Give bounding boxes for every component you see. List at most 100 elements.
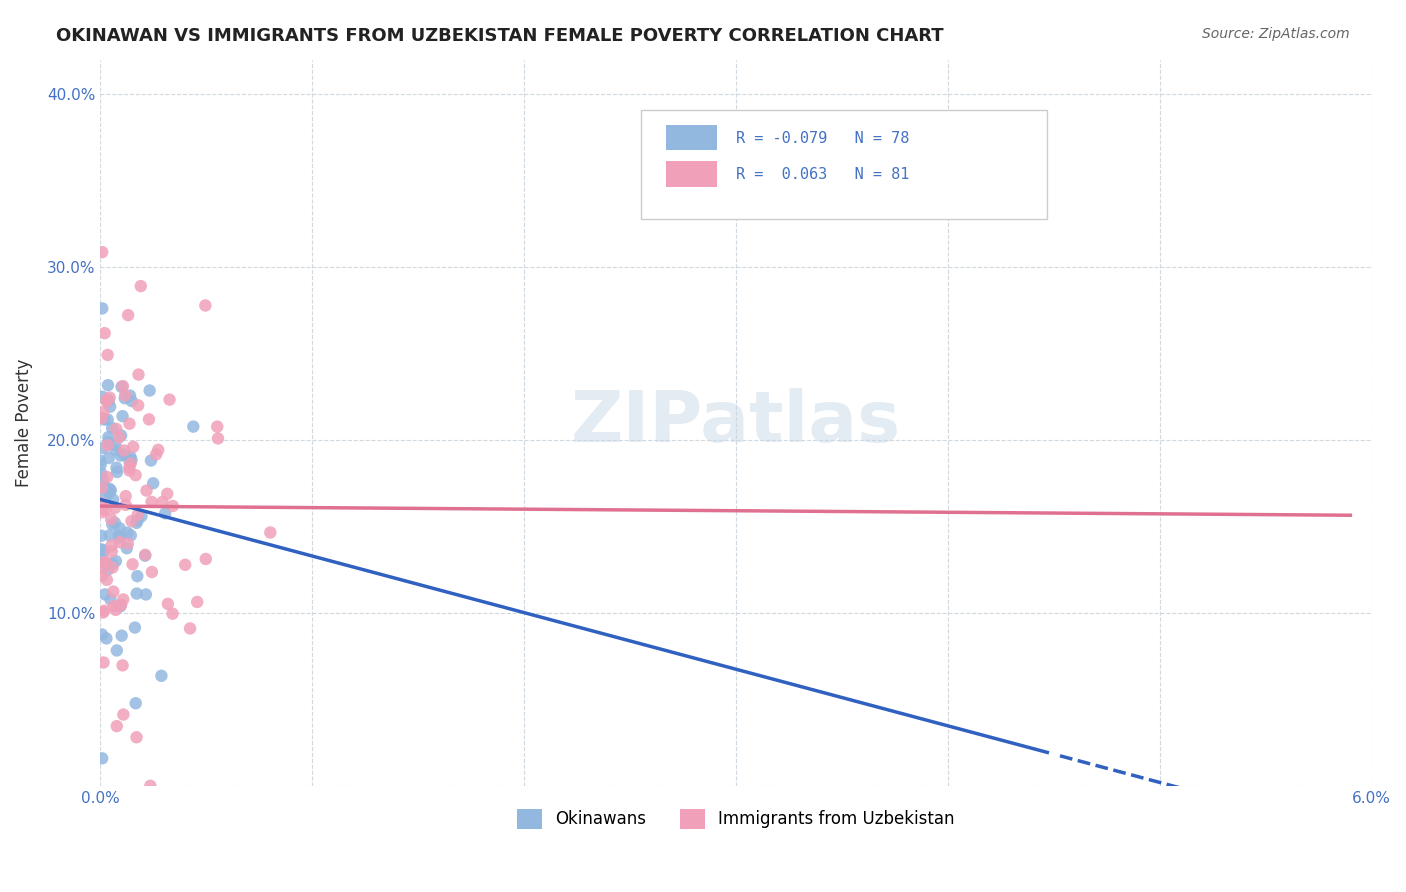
Point: [97, 378, 120, 392]
Point: [122, 440, 145, 454]
Point: [121, 558, 143, 572]
Point: [114, 498, 136, 512]
Point: [125, 586, 148, 600]
Point: [118, 464, 141, 478]
Point: [94, 555, 117, 569]
Point: [100, 539, 122, 553]
Point: [115, 541, 138, 556]
Point: [91, 245, 114, 260]
Point: [111, 658, 134, 673]
Point: [93, 441, 115, 455]
Point: [194, 552, 217, 566]
Text: ZIPatlas: ZIPatlas: [571, 388, 901, 458]
Point: [141, 565, 163, 579]
Point: [90, 529, 112, 543]
Point: [97, 435, 120, 450]
Point: [90, 458, 112, 472]
Point: [124, 621, 146, 635]
Point: [112, 448, 135, 462]
Text: R = -0.079   N = 78: R = -0.079 N = 78: [735, 130, 910, 145]
Point: [98, 400, 121, 414]
Point: [111, 409, 134, 424]
Point: [155, 506, 177, 520]
Point: [104, 554, 127, 568]
Point: [97, 484, 120, 499]
Point: [138, 412, 160, 426]
Point: [105, 719, 128, 733]
Point: [108, 531, 131, 545]
Point: [259, 525, 281, 540]
Point: [207, 419, 229, 434]
Point: [97, 563, 120, 577]
Point: [100, 483, 122, 498]
Point: [108, 521, 131, 535]
Point: [105, 460, 128, 475]
Point: [111, 379, 134, 393]
Point: [91, 627, 114, 641]
Point: [90, 496, 112, 510]
Point: [90, 411, 112, 425]
Text: OKINAWAN VS IMMIGRANTS FROM UZBEKISTAN FEMALE POVERTY CORRELATION CHART: OKINAWAN VS IMMIGRANTS FROM UZBEKISTAN F…: [56, 27, 943, 45]
Point: [97, 412, 120, 426]
Point: [135, 587, 157, 601]
Point: [131, 509, 153, 524]
Point: [93, 656, 115, 670]
Point: [114, 391, 136, 405]
Point: [96, 392, 118, 407]
Point: [104, 603, 127, 617]
Point: [93, 326, 115, 340]
Point: [174, 558, 197, 572]
Point: [104, 443, 127, 458]
Point: [162, 607, 184, 621]
Point: [90, 551, 112, 566]
Point: [186, 595, 208, 609]
Point: [118, 417, 141, 431]
Point: [108, 430, 131, 444]
Point: [127, 508, 149, 522]
Point: [103, 599, 125, 613]
Point: [110, 449, 132, 463]
Point: [125, 696, 148, 710]
Point: [152, 495, 174, 509]
Point: [101, 421, 124, 435]
Point: [104, 500, 127, 515]
Point: [117, 308, 139, 322]
Point: [156, 597, 179, 611]
Point: [118, 389, 141, 403]
Point: [112, 443, 135, 458]
Point: [91, 473, 114, 487]
Point: [91, 405, 114, 419]
Point: [156, 487, 179, 501]
FancyBboxPatch shape: [641, 111, 1047, 219]
Point: [96, 573, 118, 587]
Point: [91, 606, 114, 620]
Point: [108, 528, 131, 542]
Point: [117, 525, 139, 540]
Point: [148, 442, 170, 457]
Point: [98, 485, 121, 500]
Point: [91, 569, 114, 583]
Point: [108, 535, 131, 549]
Point: [162, 499, 184, 513]
Point: [94, 555, 117, 569]
Point: [96, 394, 118, 409]
Point: [96, 632, 118, 646]
Point: [124, 468, 146, 483]
Point: [90, 481, 112, 495]
Point: [142, 476, 165, 491]
Point: [98, 391, 121, 405]
Point: [101, 560, 124, 574]
Point: [94, 502, 117, 516]
Point: [91, 505, 114, 519]
Point: [121, 453, 143, 467]
Point: [89, 453, 111, 467]
Point: [100, 592, 122, 607]
Point: [121, 514, 143, 528]
Point: [117, 537, 139, 551]
Point: [97, 450, 120, 465]
Point: [135, 483, 157, 498]
Point: [145, 447, 167, 461]
Text: R =  0.063   N = 81: R = 0.063 N = 81: [735, 167, 910, 182]
Point: [159, 392, 181, 407]
Point: [97, 348, 120, 362]
